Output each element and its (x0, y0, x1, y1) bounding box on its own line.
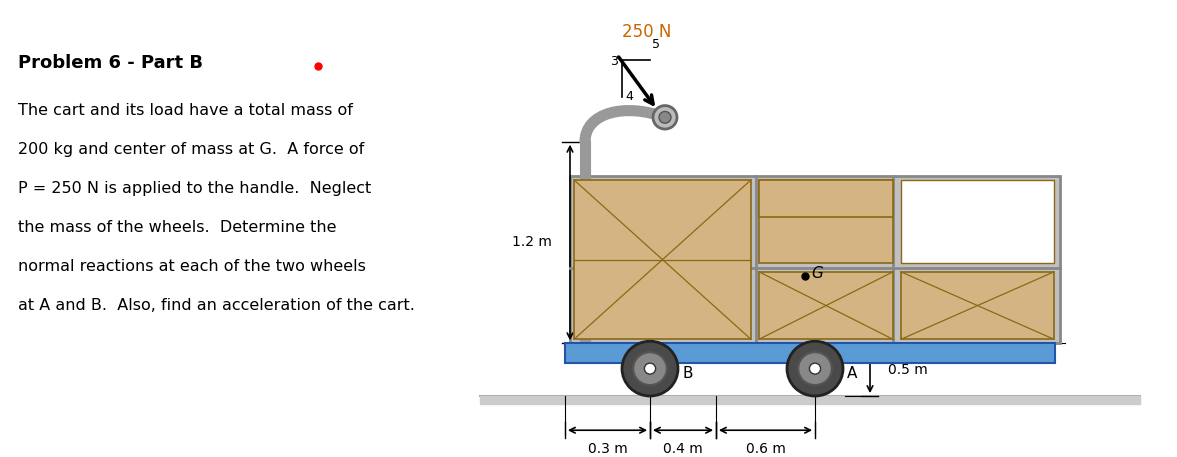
Text: 5: 5 (652, 38, 660, 51)
Circle shape (644, 363, 656, 374)
Text: the mass of the wheels.  Determine the: the mass of the wheels. Determine the (18, 220, 337, 235)
Circle shape (798, 352, 832, 385)
Text: 200 kg and center of mass at G.  A force of: 200 kg and center of mass at G. A force … (18, 142, 364, 157)
Text: 0.4 m: 0.4 m (663, 442, 703, 456)
Circle shape (810, 363, 820, 374)
Bar (759, 180, 893, 217)
Text: at A and B.  Also, find an acceleration of the cart.: at A and B. Also, find an acceleration o… (18, 298, 414, 313)
Bar (902, 180, 1053, 263)
Text: A: A (847, 366, 857, 381)
Text: B: B (681, 366, 692, 381)
Bar (565, 343, 1055, 363)
Text: P = 250 N is applied to the handle.  Neglect: P = 250 N is applied to the handle. Negl… (18, 181, 371, 196)
Text: 1.2 m: 1.2 m (512, 235, 552, 250)
Text: 0.3 m: 0.3 m (587, 442, 627, 456)
Text: 4: 4 (625, 90, 633, 103)
Bar (759, 272, 893, 339)
Text: G: G (811, 266, 823, 281)
Bar (570, 176, 1060, 343)
Text: 250 N: 250 N (621, 23, 671, 41)
Text: Problem 6 - Part B: Problem 6 - Part B (18, 54, 202, 72)
Circle shape (621, 341, 678, 396)
Circle shape (787, 341, 843, 396)
Text: 0.5 m: 0.5 m (889, 362, 927, 377)
Text: normal reactions at each of the two wheels: normal reactions at each of the two whee… (18, 259, 366, 274)
Circle shape (653, 106, 677, 129)
Text: 3: 3 (610, 54, 618, 68)
Circle shape (659, 112, 671, 123)
Bar (902, 272, 1053, 339)
Bar (759, 180, 893, 263)
Circle shape (633, 352, 667, 385)
Bar (574, 180, 751, 339)
Text: 0.6 m: 0.6 m (745, 442, 785, 456)
Text: The cart and its load have a total mass of: The cart and its load have a total mass … (18, 103, 353, 117)
